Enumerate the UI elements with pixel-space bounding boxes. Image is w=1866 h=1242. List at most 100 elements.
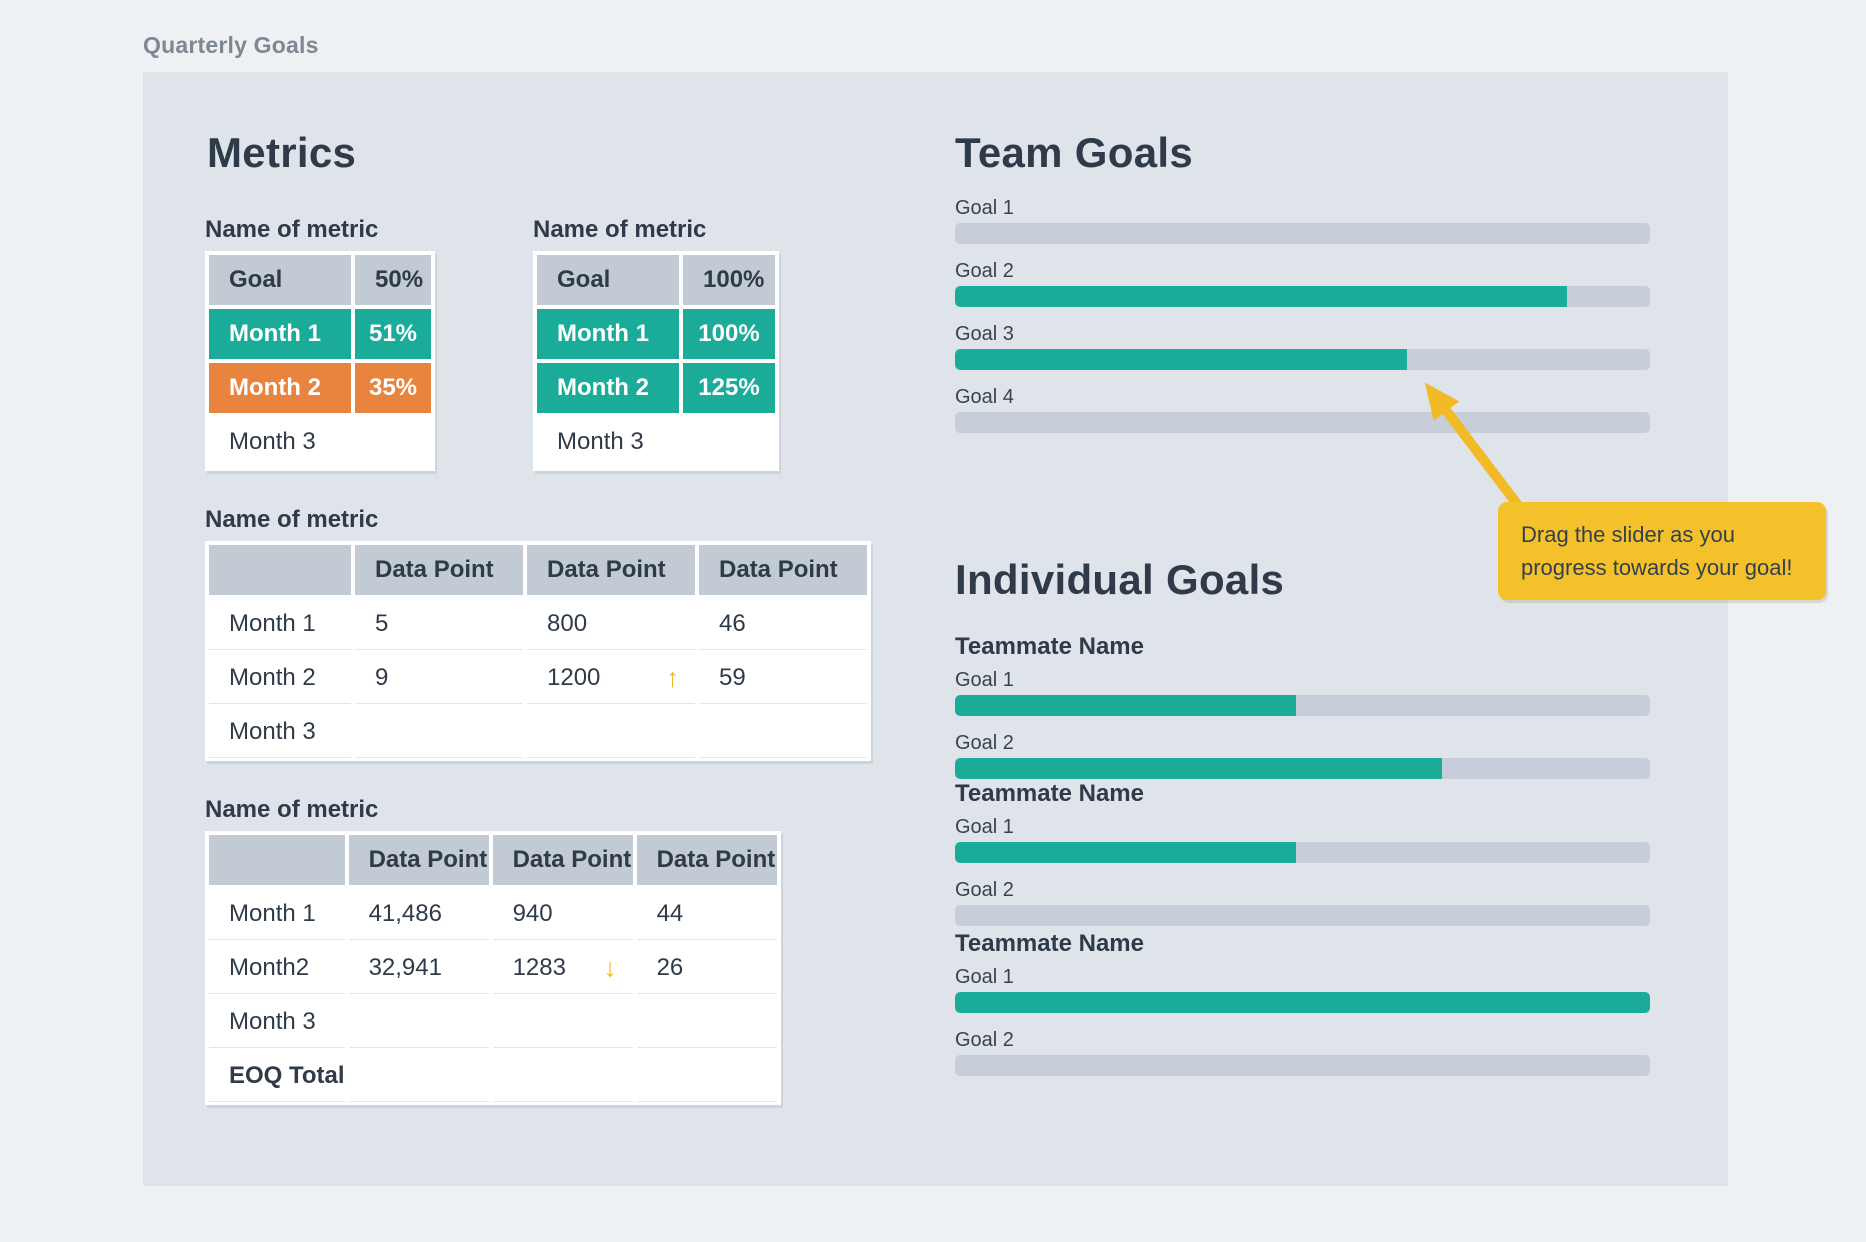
month-cell[interactable]: Month 3 xyxy=(209,707,351,757)
metrics-heading: Metrics xyxy=(207,129,357,176)
value-cell[interactable] xyxy=(492,1051,633,1101)
value-cell[interactable]: 32,941 xyxy=(348,943,489,993)
goal-label: Goal 1 xyxy=(955,816,1014,838)
goal-progress-fill xyxy=(955,842,1296,863)
month-cell[interactable]: Month 2 xyxy=(209,363,351,413)
value-cell[interactable] xyxy=(636,997,777,1047)
data-metric-table: Data Point Data Point Data Point Month 1… xyxy=(205,831,781,1105)
column-header-cell[interactable]: Data Point xyxy=(492,835,633,885)
value-cell[interactable]: 5 xyxy=(355,599,523,649)
value-cell[interactable]: 46 xyxy=(699,599,867,649)
teammate-name: Teammate Name xyxy=(955,633,1144,660)
month-cell[interactable]: Month 1 xyxy=(209,599,351,649)
goal-target-cell[interactable]: 100% xyxy=(683,255,775,305)
column-header-cell xyxy=(209,835,345,885)
goal-progress-slider[interactable] xyxy=(955,412,1650,433)
eoq-total-cell[interactable]: EOQ Total xyxy=(209,1051,345,1101)
value-cell[interactable] xyxy=(636,1051,777,1101)
teammate-section: Teammate Name Goal 1 Goal 2 xyxy=(955,930,1650,1093)
goal-label: Goal 1 xyxy=(955,669,1014,691)
value-cell[interactable] xyxy=(492,997,633,1047)
month-cell[interactable]: Month 2 xyxy=(537,363,679,413)
value-cell[interactable] xyxy=(348,1051,489,1101)
metric-table-label: Name of metric xyxy=(205,506,379,533)
goal-label: Goal 1 xyxy=(955,966,1014,988)
value-cell[interactable]: 125% xyxy=(683,363,775,413)
value-cell[interactable]: 1200 ↑ xyxy=(527,653,695,703)
goal-progress-fill xyxy=(955,349,1407,370)
value-cell[interactable] xyxy=(683,417,775,467)
metric-table-label: Name of metric xyxy=(205,796,379,823)
team-goal-row: Goal 3 xyxy=(955,324,1650,370)
goal-progress-slider[interactable] xyxy=(955,286,1650,307)
goal-progress-slider[interactable] xyxy=(955,1055,1650,1076)
table-row: Month 3 xyxy=(209,707,867,757)
goal-progress-slider[interactable] xyxy=(955,349,1650,370)
column-header-cell[interactable]: Data Point xyxy=(636,835,777,885)
month-cell[interactable]: Month 2 xyxy=(209,653,351,703)
value-cell[interactable]: 9 xyxy=(355,653,523,703)
column-header-cell[interactable]: Data Point xyxy=(355,545,523,595)
goal-metric-table-2: Name of metric Goal 100% Month 1 100% Mo… xyxy=(533,216,779,471)
goal-progress-slider[interactable] xyxy=(955,842,1650,863)
team-goal-row: Goal 1 xyxy=(955,198,1650,244)
value-cell[interactable]: 800 xyxy=(527,599,695,649)
individual-goal-row: Goal 2 xyxy=(955,880,1650,926)
individual-goal-row: Goal 1 xyxy=(955,670,1650,716)
goal-metric-table: Goal 50% Month 1 51% Month 2 35% Month 3 xyxy=(205,251,435,471)
goal-label: Goal 2 xyxy=(955,260,1014,282)
month-cell[interactable]: Month 3 xyxy=(209,417,351,467)
individual-goal-row: Goal 1 xyxy=(955,817,1650,863)
goal-progress-fill xyxy=(955,758,1442,779)
individual-goals-heading: Individual Goals xyxy=(955,556,1285,603)
value-cell[interactable]: 59 xyxy=(699,653,867,703)
column-header-cell[interactable]: Data Point xyxy=(699,545,867,595)
teammate-section: Teammate Name Goal 1 Goal 2 xyxy=(955,633,1650,796)
teammate-section: Teammate Name Goal 1 Goal 2 xyxy=(955,780,1650,943)
goal-progress-slider[interactable] xyxy=(955,992,1650,1013)
month-cell[interactable]: Month 1 xyxy=(537,309,679,359)
metric-table-label: Name of metric xyxy=(205,216,379,243)
goal-progress-slider[interactable] xyxy=(955,758,1650,779)
goal-progress-slider[interactable] xyxy=(955,695,1650,716)
goal-header-cell[interactable]: Goal xyxy=(209,255,351,305)
teammate-name: Teammate Name xyxy=(955,780,1144,807)
table-row: Month 1 5 800 46 xyxy=(209,599,867,649)
value-cell[interactable] xyxy=(527,707,695,757)
goal-metric-table-1: Name of metric Goal 50% Month 1 51% Mont… xyxy=(205,216,435,471)
value-cell[interactable]: 44 xyxy=(636,889,777,939)
goal-progress-slider[interactable] xyxy=(955,223,1650,244)
month-cell[interactable]: Month 3 xyxy=(537,417,679,467)
column-header-cell xyxy=(209,545,351,595)
value-cell[interactable] xyxy=(355,707,523,757)
cell-value: 1200 xyxy=(547,664,601,691)
value-cell[interactable]: 940 xyxy=(492,889,633,939)
month-cell[interactable]: Month 3 xyxy=(209,997,345,1047)
team-goals-heading: Team Goals xyxy=(955,129,1193,176)
value-cell[interactable]: 35% xyxy=(355,363,431,413)
goal-label: Goal 1 xyxy=(955,197,1014,219)
value-cell[interactable] xyxy=(348,997,489,1047)
goal-label: Goal 4 xyxy=(955,386,1014,408)
goal-progress-fill xyxy=(955,992,1650,1013)
individual-goal-row: Goal 2 xyxy=(955,1030,1650,1076)
goal-progress-fill xyxy=(955,286,1567,307)
value-cell[interactable]: 51% xyxy=(355,309,431,359)
value-cell[interactable] xyxy=(699,707,867,757)
month-cell[interactable]: Month 1 xyxy=(209,889,345,939)
month-cell[interactable]: Month2 xyxy=(209,943,345,993)
value-cell[interactable]: 100% xyxy=(683,309,775,359)
goal-header-cell[interactable]: Goal xyxy=(537,255,679,305)
value-cell[interactable]: 1283 ↓ xyxy=(492,943,633,993)
table-row: Month 2 9 1200 ↑ 59 xyxy=(209,653,867,703)
goal-progress-slider[interactable] xyxy=(955,905,1650,926)
value-cell[interactable]: 26 xyxy=(636,943,777,993)
month-cell[interactable]: Month 1 xyxy=(209,309,351,359)
quarterly-goals-frame: Metrics Name of metric Goal 50% Month 1 … xyxy=(143,72,1728,1186)
value-cell[interactable]: 41,486 xyxy=(348,889,489,939)
value-cell[interactable] xyxy=(355,417,431,467)
goal-target-cell[interactable]: 50% xyxy=(355,255,431,305)
teammate-name: Teammate Name xyxy=(955,930,1144,957)
column-header-cell[interactable]: Data Point xyxy=(348,835,489,885)
column-header-cell[interactable]: Data Point xyxy=(527,545,695,595)
